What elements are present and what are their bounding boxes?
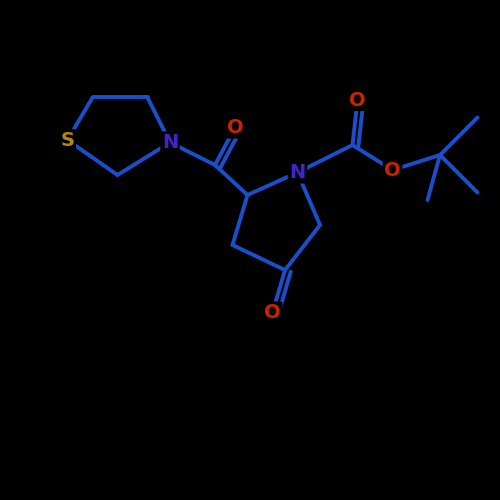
- Text: O: O: [349, 90, 366, 110]
- Text: S: S: [60, 130, 74, 150]
- Text: O: O: [384, 160, 401, 180]
- Text: O: O: [264, 303, 281, 322]
- Text: O: O: [226, 118, 244, 137]
- Text: N: N: [290, 163, 306, 182]
- Text: N: N: [162, 133, 178, 152]
